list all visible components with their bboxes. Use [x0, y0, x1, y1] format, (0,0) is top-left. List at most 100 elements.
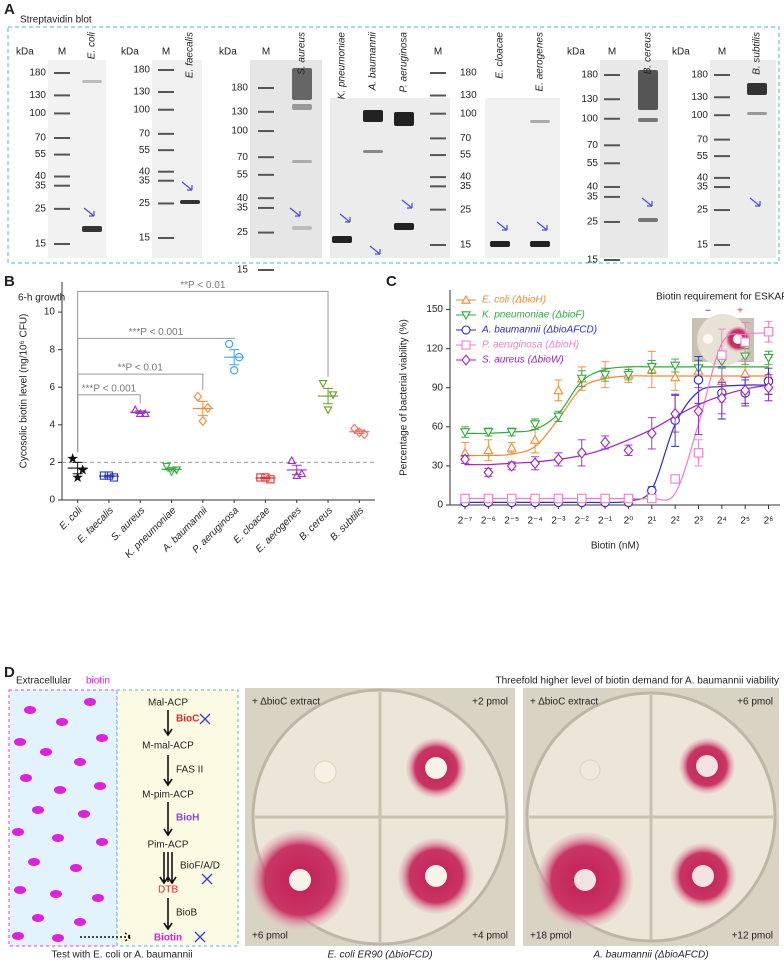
- band-arrow: [369, 245, 381, 255]
- marker-lane-label: M: [608, 47, 616, 58]
- y-tick-label: 4: [49, 419, 55, 430]
- arrow: [163, 710, 173, 737]
- plate-label: + ΔbioC extract: [252, 697, 320, 708]
- data-point: [506, 493, 517, 504]
- marker-label: 15: [35, 239, 47, 250]
- pathway-step: DTB: [158, 885, 178, 896]
- significance-bracket: [77, 290, 329, 453]
- block-mark: [194, 931, 206, 943]
- data-point: [600, 436, 611, 449]
- cell-box: [116, 689, 239, 947]
- marker-label: 100: [691, 110, 708, 121]
- biotin-dot: [50, 890, 62, 898]
- data-point: [328, 391, 338, 400]
- biotin-dot: [54, 786, 66, 794]
- marker-label: 35: [587, 192, 599, 203]
- kda-label: kDa: [219, 47, 237, 58]
- x-tick-label: 2¹: [647, 516, 657, 527]
- block-mark: [199, 713, 211, 725]
- data-point: [623, 493, 634, 504]
- band-arrow: [181, 181, 193, 191]
- paper-disc: [425, 865, 447, 887]
- pathway-enzyme: BioF/A/D: [180, 861, 220, 872]
- plate-label: +4 pmol: [472, 931, 508, 942]
- biotin-dot: [12, 828, 24, 836]
- blot-band: [292, 160, 312, 163]
- marker-label: 15: [587, 255, 599, 266]
- pathway-diagram: Mal-ACP BioC M-mal-ACP FAS II M-pim-ACP …: [8, 689, 239, 947]
- legend-marker: [461, 340, 471, 350]
- blot-band: [638, 118, 658, 122]
- marker-label: 25: [237, 227, 249, 238]
- dish-divider: [529, 695, 773, 940]
- marker-label: 70: [587, 140, 599, 151]
- data-point: [72, 471, 83, 482]
- arrow: [163, 755, 173, 787]
- blot-band: [638, 218, 658, 222]
- blot-band: [530, 241, 550, 247]
- pathway-step: M-pim-ACP: [142, 790, 194, 801]
- data-point: [530, 457, 540, 470]
- y-tick-label: 60: [432, 421, 444, 432]
- data-point: [483, 466, 494, 479]
- biotin-dot: [32, 806, 44, 814]
- plate-photo: [245, 688, 515, 946]
- data-point: [600, 493, 610, 504]
- marker-label: 180: [133, 65, 150, 76]
- y-tick-label: 10: [44, 307, 56, 318]
- band-arrow: [749, 197, 761, 207]
- panel-label: B: [4, 273, 15, 290]
- blot-band: [292, 68, 312, 100]
- plate-label: +12 pmol: [732, 931, 773, 942]
- marker-label: 130: [133, 87, 150, 98]
- arrow: [159, 852, 177, 885]
- y-tick-label: 8: [49, 344, 55, 355]
- legend-marker: [461, 294, 471, 304]
- data-point: [670, 407, 681, 420]
- y-tick-label: 2: [49, 457, 55, 468]
- biotin-dot: [74, 758, 86, 766]
- dish-divider: [255, 692, 505, 942]
- pathway-step: Mal-ACP: [148, 698, 188, 709]
- data-point: [693, 448, 704, 458]
- data-point: [693, 375, 704, 385]
- data-point: [506, 460, 517, 472]
- y-axis-label: Percentage of bacterial viability (%): [399, 319, 410, 476]
- error-bar: [197, 400, 208, 417]
- data-point: [67, 453, 78, 464]
- marker-label: 55: [237, 169, 249, 180]
- paper-disc: [692, 865, 714, 887]
- marker-label: 70: [237, 152, 249, 163]
- y-tick-label: 0: [437, 500, 443, 511]
- blot-frame: [7, 26, 780, 264]
- blot-band: [332, 236, 352, 243]
- marker-lane-label: M: [58, 47, 66, 58]
- significance-bracket: [77, 394, 141, 453]
- pathway-step: Pim-ACP: [147, 840, 188, 851]
- biotin-dot: [96, 734, 108, 742]
- marker-label: 40: [139, 166, 151, 177]
- marker-label: 180: [691, 70, 708, 81]
- data-point: [529, 434, 541, 444]
- data-point: [530, 493, 540, 504]
- data-point: [647, 485, 657, 496]
- biotin-dot: [52, 834, 64, 842]
- plate-label: +18 pmol: [530, 931, 571, 942]
- marker-label: 40: [237, 193, 249, 204]
- data-point: [483, 428, 494, 438]
- x-tick-label: 2⁴: [717, 516, 727, 527]
- inset-minus: −: [705, 306, 711, 317]
- y-tick-label: 6: [49, 382, 55, 393]
- data-point: [763, 326, 774, 337]
- plate-label: +6 pmol: [737, 697, 773, 708]
- blot-band: [180, 200, 200, 204]
- lane-label: P. aeruginosa: [399, 32, 410, 93]
- error-bar: [323, 387, 334, 405]
- error-bar: [72, 461, 83, 475]
- marker-label: 40: [35, 171, 47, 182]
- data-point: [162, 462, 172, 471]
- lane-label: S. aureus: [297, 32, 308, 75]
- biotin-dot: [84, 698, 96, 706]
- x-tick-label: 2⁻⁵: [504, 516, 519, 527]
- panel-label: A: [4, 1, 15, 18]
